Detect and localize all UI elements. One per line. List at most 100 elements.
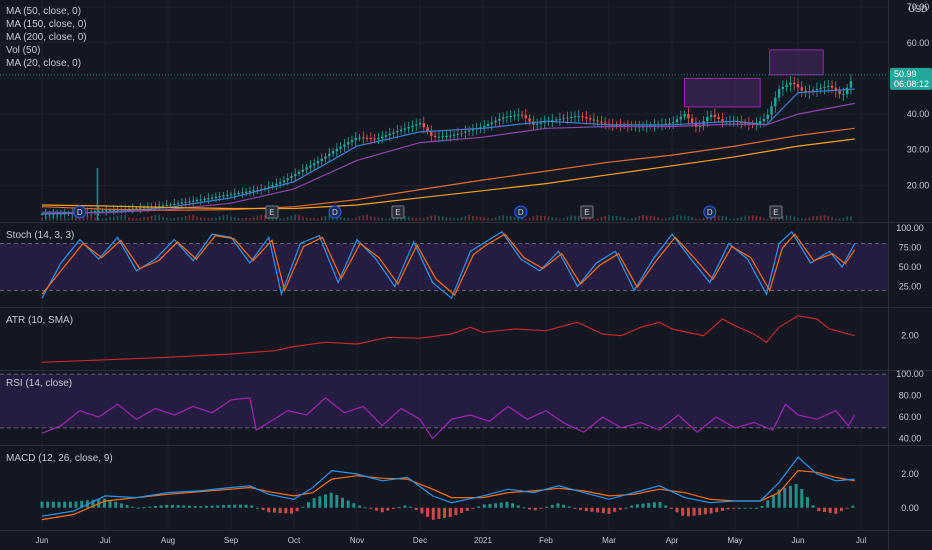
candle-body — [467, 130, 471, 132]
volume-bar — [740, 216, 743, 221]
candle-body — [834, 87, 837, 91]
volume-bar — [90, 215, 92, 221]
volume-bar — [630, 218, 633, 221]
candle-body — [101, 210, 104, 212]
macd-histogram-bar — [794, 484, 798, 508]
volume-bar — [147, 216, 149, 221]
volume-bar — [324, 215, 327, 221]
candle-body — [460, 132, 463, 134]
volume-bar — [290, 215, 293, 221]
macd-histogram-bar — [448, 507, 452, 518]
candle-body — [237, 192, 240, 194]
macd-histogram-bar — [822, 507, 826, 513]
macd-histogram-bar — [641, 503, 645, 508]
event-marker-label: D — [332, 208, 338, 217]
volume-bar — [638, 216, 641, 221]
rsi-tick-label: 40.00 — [899, 434, 922, 444]
macd-histogram-bar — [51, 501, 55, 508]
volume-bar — [498, 216, 501, 221]
volume-bar — [165, 217, 168, 221]
volume-bar — [71, 217, 74, 221]
volume-bar — [422, 218, 425, 221]
volume-bar — [207, 218, 210, 221]
stoch-d-line — [41, 233, 856, 297]
volume-bar — [158, 215, 160, 221]
candle-body — [335, 148, 339, 152]
macd-histogram-bar — [454, 507, 458, 516]
macd-histogram-bar — [737, 507, 741, 509]
macd-histogram-bar — [664, 505, 668, 508]
volume-bar — [475, 216, 478, 221]
volume-bar — [313, 217, 315, 221]
volume-bar — [472, 215, 474, 221]
candle-body — [396, 130, 399, 133]
volume-bar — [819, 215, 822, 221]
candle-body — [437, 136, 441, 138]
candle-body — [176, 203, 180, 205]
volume-bar — [154, 215, 157, 221]
macd-histogram-bar — [108, 500, 112, 508]
candle-body — [588, 118, 592, 120]
volume-bar — [309, 218, 312, 221]
x-tick-label: May — [727, 536, 742, 545]
candle-body — [157, 205, 161, 207]
macd-histogram-bar — [136, 507, 140, 509]
candle-body — [464, 131, 467, 133]
macd-histogram-bar — [227, 504, 231, 508]
macd-histogram-bar — [817, 507, 821, 512]
volume-bar — [732, 218, 735, 221]
macd-histogram-bar — [443, 507, 447, 518]
volume-bar — [445, 217, 448, 221]
volume-bar — [785, 215, 788, 221]
macd-histogram-bar — [511, 503, 515, 508]
macd-histogram-bar — [726, 507, 730, 510]
candle-body — [781, 86, 785, 90]
volume-bar — [75, 216, 77, 221]
candle-body — [619, 125, 622, 127]
volume-bar — [388, 217, 391, 221]
volume-bar — [838, 218, 841, 221]
macd-histogram-bar — [596, 507, 600, 513]
volume-bar — [48, 215, 51, 221]
candle-body — [842, 94, 845, 96]
volume-bar — [672, 216, 675, 221]
macd-histogram-bar — [295, 507, 299, 512]
volume-bar — [517, 217, 520, 221]
macd-histogram-bar — [284, 507, 288, 514]
candle-body — [774, 97, 777, 107]
macd-histogram-bar — [131, 506, 135, 508]
earnings-event-marker — [769, 205, 783, 219]
volume-bar — [804, 218, 807, 221]
event-marker-label: E — [269, 208, 274, 217]
candle-body — [248, 191, 252, 193]
candle-body — [392, 132, 395, 134]
volume-bar — [343, 217, 346, 221]
volume-bar — [706, 216, 709, 221]
volume-bar — [698, 218, 701, 221]
macd-histogram-bar — [278, 507, 282, 513]
candle-body — [558, 118, 562, 120]
volume-bar — [729, 218, 731, 221]
rsi-tick-label: 100.00 — [896, 369, 924, 379]
stoch-tick-label: 75.00 — [899, 242, 922, 252]
volume-bar — [173, 218, 176, 221]
indicator-legend-label: MA (50, close, 0) — [6, 6, 81, 17]
rsi-tick-label: 60.00 — [899, 412, 922, 422]
candle-body — [207, 198, 210, 200]
volume-bar — [275, 218, 278, 221]
x-tick-label: Feb — [539, 536, 553, 545]
macd-histogram-bar — [210, 505, 214, 508]
volume-bar — [226, 214, 229, 221]
candle-body — [804, 90, 807, 93]
candle-body — [505, 116, 509, 118]
event-marker-label: D — [77, 208, 83, 217]
volume-bar — [589, 217, 591, 221]
macd-histogram-bar — [74, 501, 78, 508]
macd-histogram-bar — [403, 505, 407, 508]
volume-bar — [842, 217, 845, 221]
macd-histogram-bar — [380, 507, 384, 513]
x-tick-label: Jul — [856, 536, 866, 545]
candle-body — [331, 151, 335, 154]
candle-body — [316, 161, 320, 164]
